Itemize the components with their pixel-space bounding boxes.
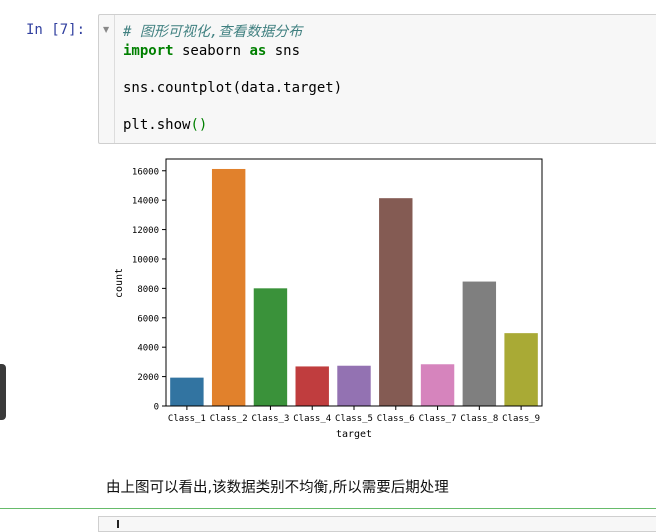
code-editor[interactable]: # 图形可视化,查看数据分布 import seaborn as sns sns… xyxy=(123,23,342,134)
bar-class-5 xyxy=(337,366,370,406)
next-code-cell[interactable] xyxy=(98,516,656,532)
y-tick-label: 2000 xyxy=(137,373,159,383)
selected-cell-border xyxy=(0,508,656,509)
text-cursor xyxy=(117,520,119,528)
fold-arrow-icon[interactable]: ▼ xyxy=(103,25,109,34)
y-tick-label: 0 xyxy=(154,403,159,413)
x-tick-label: Class_6 xyxy=(377,414,415,424)
cell-gutter: ▼ xyxy=(99,15,115,143)
bar-class-7 xyxy=(421,364,454,406)
import-alias: sns xyxy=(266,43,300,59)
markdown-note: 由上图可以看出,该数据类别不均衡,所以需要后期处理 xyxy=(106,476,449,497)
code-cell[interactable]: ▼ # 图形可视化,查看数据分布 import seaborn as sns s… xyxy=(98,14,656,144)
x-axis-label: target xyxy=(336,429,372,440)
y-tick-label: 10000 xyxy=(132,255,159,265)
x-tick-label: Class_3 xyxy=(251,414,289,424)
x-tick-label: Class_8 xyxy=(460,414,498,424)
show-call: plt.show xyxy=(123,117,190,133)
import-keyword: import xyxy=(123,43,174,59)
x-tick-label: Class_7 xyxy=(419,414,457,424)
bar-class-9 xyxy=(504,333,537,406)
x-tick-label: Class_9 xyxy=(502,414,540,424)
bar-class-4 xyxy=(296,366,329,406)
show-parens: () xyxy=(190,117,207,133)
y-tick-label: 4000 xyxy=(137,344,159,354)
y-axis-label: count xyxy=(114,268,125,298)
cell-prompt: In [7]: xyxy=(26,22,85,38)
bar-class-2 xyxy=(212,169,245,406)
y-tick-label: 16000 xyxy=(132,167,159,177)
x-axis-ticks: Class_1 Class_2 Class_3 Class_4 Class_5 Class… xyxy=(168,406,540,424)
y-tick-label: 8000 xyxy=(137,285,159,295)
y-tick-label: 14000 xyxy=(132,197,159,207)
countplot-chart: 0 2000 4000 6000 8000 10000 12000 14000 16000 Cl… xyxy=(100,150,550,450)
x-tick-label: Class_1 xyxy=(168,414,206,424)
y-tick-label: 12000 xyxy=(132,226,159,236)
bar-class-6 xyxy=(379,198,412,406)
bar-class-1 xyxy=(170,378,203,406)
side-panel-tab[interactable] xyxy=(0,364,6,420)
x-tick-label: Class_2 xyxy=(210,414,248,424)
x-tick-label: Class_4 xyxy=(293,414,331,424)
y-tick-label: 6000 xyxy=(137,314,159,324)
countplot-line: sns.countplot(data.target) xyxy=(123,80,342,96)
as-keyword: as xyxy=(249,43,266,59)
code-comment: # 图形可视化,查看数据分布 xyxy=(123,24,302,40)
import-module: seaborn xyxy=(174,43,250,59)
bar-class-8 xyxy=(463,282,496,406)
x-tick-label: Class_5 xyxy=(335,414,373,424)
bars xyxy=(170,169,538,406)
y-axis-ticks: 0 2000 4000 6000 8000 10000 12000 14000 16000 xyxy=(132,167,166,412)
bar-class-3 xyxy=(254,288,287,406)
